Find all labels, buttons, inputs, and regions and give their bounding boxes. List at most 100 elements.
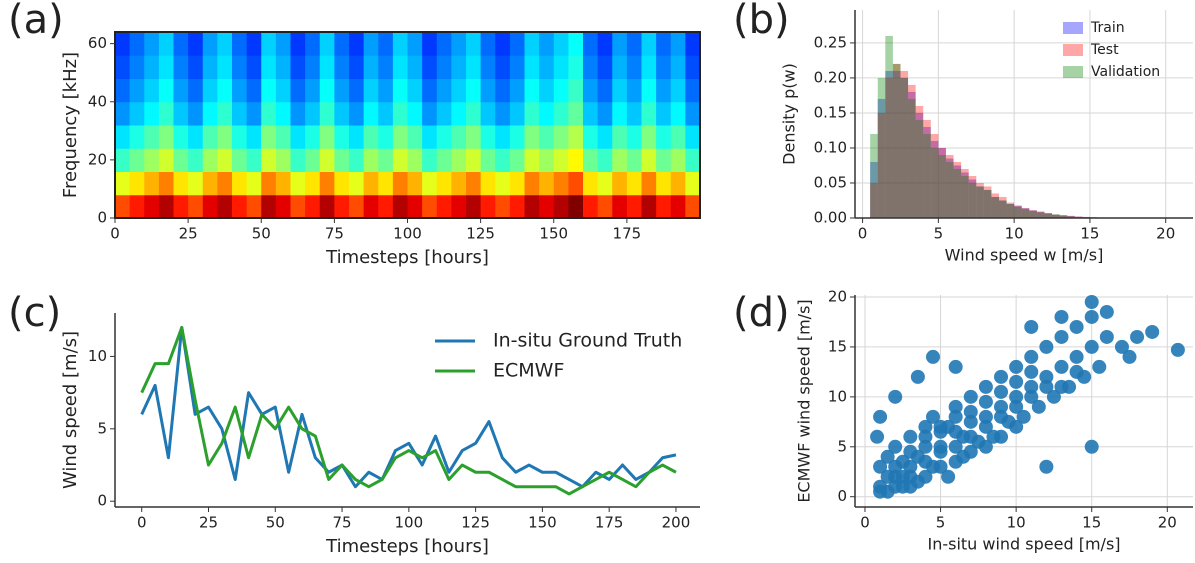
histogram-bar	[961, 175, 969, 218]
heatmap-cell	[349, 148, 365, 172]
heatmap-cell	[612, 125, 628, 149]
heatmap-cell	[129, 194, 145, 219]
histogram-bar	[1036, 211, 1045, 218]
scatter-point	[1092, 359, 1107, 374]
histogram-bar	[983, 186, 992, 218]
heatmap-cell	[334, 32, 350, 56]
scatter-point	[1069, 319, 1084, 334]
heatmap-cell	[129, 78, 145, 103]
heatmap-cell	[144, 194, 160, 219]
heatmap-cell	[144, 125, 160, 149]
heatmap-cell	[305, 55, 321, 79]
heatmap-cell	[685, 194, 701, 219]
heatmap-cell	[246, 171, 262, 196]
heatmap-cell	[626, 101, 642, 126]
heatmap-cell	[232, 32, 248, 56]
scatter-point	[870, 429, 885, 444]
histogram-bar	[991, 193, 999, 218]
histogram-bar	[998, 200, 1007, 218]
scatter-point	[895, 469, 910, 484]
heatmap-cell	[378, 148, 394, 172]
x-tick-label: 15	[1080, 225, 1099, 243]
heatmap-cell	[539, 55, 555, 79]
scatter-point	[903, 429, 918, 444]
x-tick-label: 100	[395, 514, 424, 532]
heatmap-cell	[685, 32, 701, 56]
scatter-point	[1024, 349, 1039, 364]
heatmap-cell	[334, 148, 350, 172]
histogram-bar	[1006, 203, 1015, 218]
scatter-point	[888, 389, 903, 404]
heatmap-cell	[626, 32, 642, 56]
scatter-point	[1009, 419, 1024, 434]
heatmap-cell	[115, 171, 131, 196]
histogram-bar	[1029, 210, 1037, 218]
heatmap-cell	[568, 125, 584, 149]
heatmap-cell	[232, 194, 248, 219]
heatmap-cell	[217, 32, 233, 56]
x-tick-label: 150	[539, 225, 568, 243]
heatmap-cell	[305, 171, 321, 196]
heatmap-cell	[202, 101, 218, 126]
y-tick-label: 20	[828, 287, 847, 305]
heatmap-cell	[612, 55, 628, 79]
heatmap-cell	[539, 101, 555, 126]
scatter-point	[941, 469, 956, 484]
heatmap-cell	[392, 78, 408, 103]
scatter-point	[994, 369, 1009, 384]
scatter-point	[933, 419, 948, 434]
heatmap-cell	[597, 194, 613, 219]
heatmap-cell	[173, 171, 189, 196]
scatter-point	[933, 459, 948, 474]
histogram-bar	[1067, 215, 1075, 218]
heatmap-cell	[173, 55, 189, 79]
heatmap-cell	[378, 78, 394, 103]
heatmap-cell	[305, 78, 321, 103]
heatmap-cell	[275, 101, 291, 126]
scatter-point	[948, 399, 963, 414]
heatmap-cell	[158, 32, 174, 56]
scatter-point	[978, 439, 993, 454]
histogram-bar	[1014, 206, 1022, 218]
histogram-bar	[945, 154, 954, 218]
panel-label: (b)	[733, 0, 790, 43]
heatmap-cell	[612, 32, 628, 56]
histogram-bar	[930, 147, 939, 218]
heatmap-cell	[217, 148, 233, 172]
heatmap-cell	[363, 101, 379, 126]
heatmap-cell	[436, 194, 452, 219]
heatmap-cell	[685, 101, 701, 126]
heatmap-cell	[495, 101, 511, 126]
heatmap-cell	[641, 78, 657, 103]
scatter-point	[994, 399, 1009, 414]
histogram-bar	[1052, 214, 1060, 218]
heatmap-cell	[553, 125, 569, 149]
heatmap-cell	[524, 78, 540, 103]
heatmap-cell	[232, 78, 248, 103]
heatmap-cell	[436, 171, 452, 196]
heatmap-cell	[334, 78, 350, 103]
heatmap-cell	[392, 148, 408, 172]
heatmap-cell	[158, 55, 174, 79]
heatmap-cell	[173, 148, 189, 172]
heatmap-cell	[583, 194, 599, 219]
histogram-bar	[976, 186, 984, 218]
heatmap-cell	[232, 125, 248, 149]
x-tick-label: 0	[137, 514, 147, 532]
x-tick-label: 20	[1156, 225, 1175, 243]
histogram-bar	[998, 200, 1007, 218]
histogram-bar	[1059, 215, 1068, 218]
heatmap-cell	[261, 78, 277, 103]
heatmap-cell	[246, 148, 262, 172]
heatmap-cell	[173, 101, 189, 126]
x-axis-label: Wind speed w [m/s]	[945, 246, 1104, 265]
heatmap-cell	[568, 32, 584, 56]
heatmap-cell	[466, 171, 482, 196]
histogram-bar	[1021, 208, 1030, 218]
heatmap-cell	[115, 148, 131, 172]
heatmap-cell	[568, 194, 584, 219]
heatmap-cell	[656, 194, 672, 219]
y-tick-label: 0	[97, 492, 107, 510]
heatmap-cell	[158, 171, 174, 196]
